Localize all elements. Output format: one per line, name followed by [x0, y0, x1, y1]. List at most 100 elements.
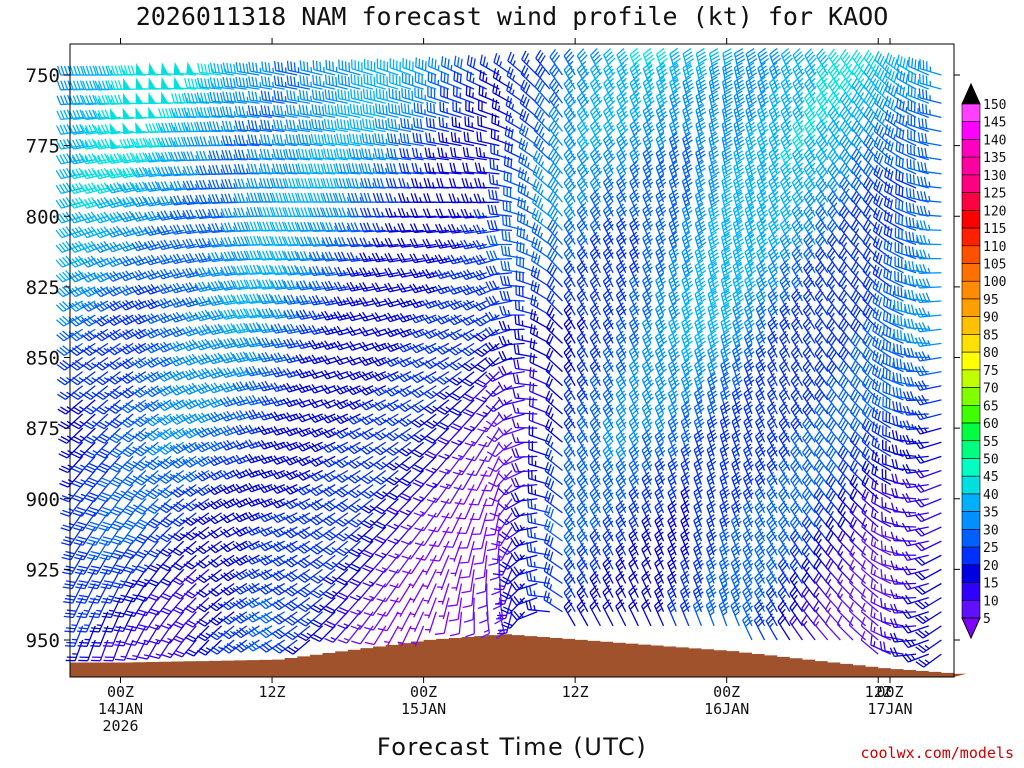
- colorbar-label: 5: [983, 612, 991, 627]
- wind-barb: [103, 639, 122, 662]
- x-tick-label: 15JAN: [401, 700, 446, 718]
- x-tick-label: 00Z: [876, 683, 903, 701]
- y-tick-label: 800: [26, 206, 60, 228]
- x-tick-label: 12Z: [562, 683, 589, 701]
- wind-barb: [57, 413, 84, 430]
- wind-barb: [82, 413, 109, 430]
- wind-barb: [118, 328, 147, 341]
- wind-barb: [71, 470, 96, 488]
- wind-barb: [160, 611, 185, 630]
- wind-barb: [173, 76, 197, 90]
- wind-barb: [169, 413, 197, 425]
- terrain: [70, 634, 967, 677]
- wind-barb: [182, 194, 209, 206]
- wind-barb: [68, 109, 96, 121]
- colorbar-segment: [961, 298, 981, 317]
- wind-barb: [109, 470, 134, 488]
- wind-barb: [102, 625, 122, 647]
- wind-barb: [148, 62, 172, 76]
- wind-barb: [157, 181, 184, 192]
- wind-barb: [183, 136, 209, 147]
- credit-text: coolwx.com/models: [860, 744, 1014, 762]
- colorbar-segment: [961, 210, 981, 229]
- wind-barb: [172, 611, 197, 629]
- wind-barb: [157, 427, 184, 441]
- wind-barb: [106, 300, 134, 312]
- wind-barb: [147, 583, 172, 602]
- wind-barb: [123, 540, 147, 560]
- wind-barb: [83, 441, 109, 459]
- colorbar-label: 55: [983, 435, 999, 450]
- wind-barb: [106, 285, 134, 297]
- wind-barb: [156, 399, 184, 412]
- colorbar-label: 85: [983, 328, 999, 343]
- wind-barb: [159, 554, 185, 572]
- wind-barb: [89, 597, 109, 619]
- colorbar-label: 125: [983, 187, 1006, 202]
- wind-barb: [148, 597, 172, 616]
- wind-barb: [170, 166, 197, 177]
- colorbar-segment: [961, 369, 981, 388]
- wind-barb: [134, 512, 159, 530]
- wind-barb: [81, 328, 109, 342]
- wind-barb: [170, 469, 197, 484]
- wind-barb: [144, 413, 172, 427]
- wind-barb: [94, 80, 121, 91]
- wind-barb: [144, 151, 172, 163]
- wind-barb: [109, 498, 134, 517]
- y-tick-label: 750: [26, 65, 60, 87]
- wind-barb: [96, 441, 121, 459]
- wind-barb: [172, 597, 197, 615]
- colorbar-label: 70: [983, 382, 999, 397]
- wind-barb: [131, 356, 159, 369]
- wind-barb: [135, 554, 159, 573]
- colorbar-label: 35: [983, 506, 999, 521]
- y-tick-label: 875: [26, 418, 60, 440]
- wind-barb: [131, 313, 159, 325]
- wind-barb: [169, 209, 197, 221]
- colorbar-label: 90: [983, 311, 999, 326]
- y-tick-label: 925: [26, 559, 60, 581]
- wind-barb: [121, 498, 147, 516]
- wind-barb: [144, 342, 172, 354]
- wind-barb: [124, 583, 147, 603]
- wind-barb: [119, 356, 147, 370]
- wind-barb: [81, 314, 109, 327]
- wind-barb: [131, 166, 159, 178]
- wind-barb: [183, 107, 209, 119]
- x-tick-label: 14JAN: [98, 700, 143, 718]
- wind-barb: [56, 94, 83, 106]
- wind-barb: [157, 455, 185, 470]
- colorbar-label: 115: [983, 222, 1006, 237]
- wind-barb: [157, 441, 185, 455]
- wind-barb: [119, 342, 147, 355]
- wind-barb: [56, 109, 83, 121]
- wind-barb: [56, 124, 83, 135]
- wind-barb: [132, 399, 159, 413]
- colorbar-segment: [961, 192, 981, 211]
- wind-barb: [182, 223, 210, 235]
- wind-barb: [108, 427, 134, 444]
- wind-barb: [126, 639, 147, 661]
- wind-barb: [69, 94, 96, 106]
- wind-barb: [156, 385, 184, 397]
- colorbar-label: 80: [983, 346, 999, 361]
- wind-barb: [94, 342, 121, 356]
- wind-barb: [90, 625, 109, 647]
- wind-barb: [122, 526, 147, 545]
- wind-barb: [118, 299, 147, 311]
- wind-barb: [83, 427, 109, 444]
- wind-barb: [169, 195, 197, 206]
- wind-barb: [131, 371, 159, 384]
- y-tick-label: 850: [26, 348, 60, 370]
- wind-barb: [183, 92, 209, 104]
- y-tick-label: 950: [26, 630, 60, 652]
- wind-barb: [173, 639, 197, 658]
- colorbar-label: 120: [983, 204, 1006, 219]
- wind-barb: [171, 93, 197, 104]
- wind-barb: [147, 554, 172, 573]
- colorbar-segment: [961, 511, 981, 530]
- wind-barb: [144, 427, 172, 442]
- wind-barb: [81, 138, 108, 150]
- colorbar-segment: [961, 582, 981, 601]
